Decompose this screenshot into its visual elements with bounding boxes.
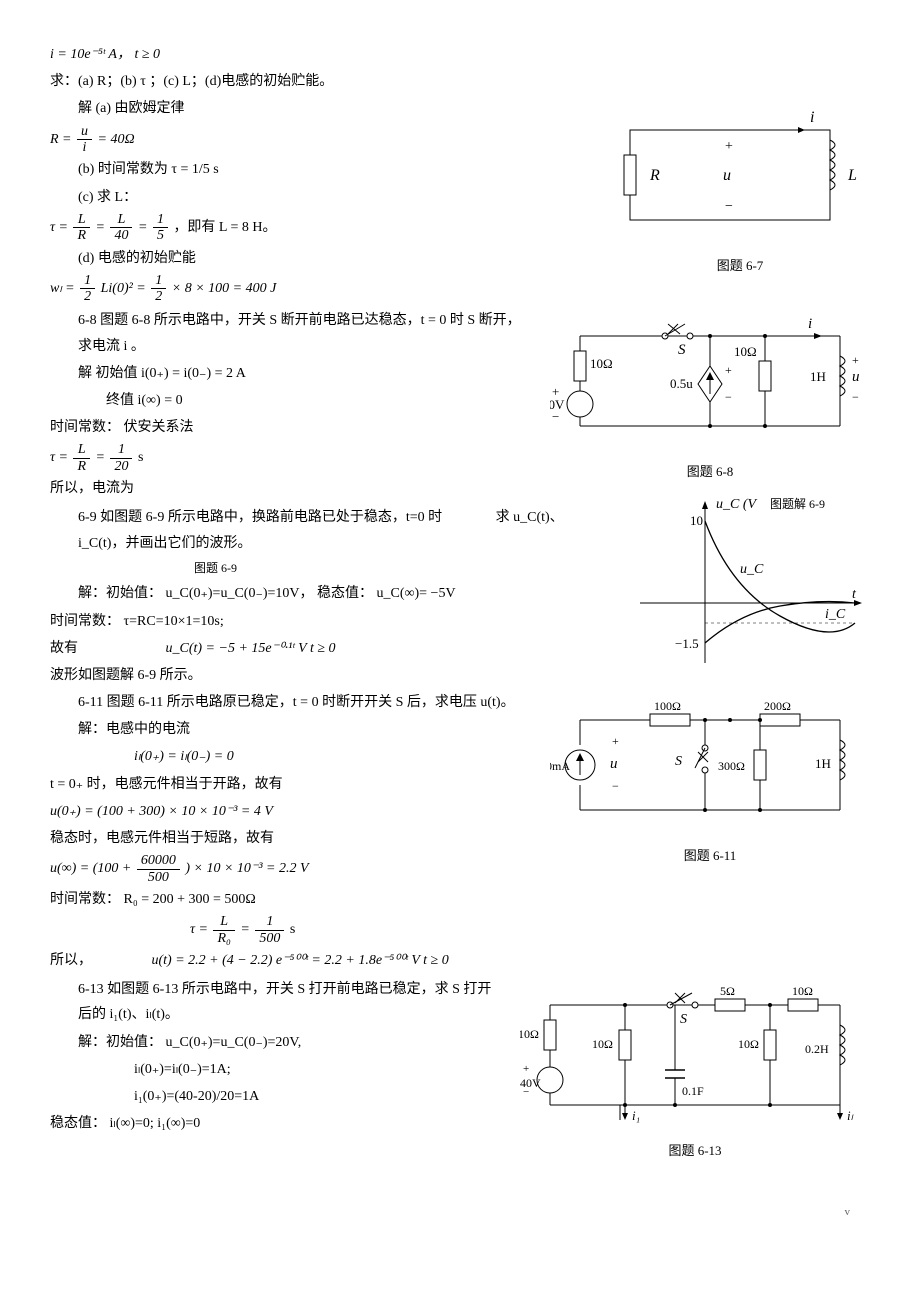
eqR-den: i xyxy=(77,140,92,155)
fig-6-13-caption: 图题 6-13 xyxy=(520,1139,870,1162)
e68-n: L xyxy=(73,442,90,458)
sol-611-1: t = 0₊ 时，电感元件相当于开路，故有 xyxy=(50,772,870,797)
et11-n: L xyxy=(213,914,234,930)
sol-67b: (b) 时间常数为 τ = 1/5 s xyxy=(50,157,870,182)
w2n: 1 xyxy=(151,273,166,289)
w1d: 2 xyxy=(80,289,95,304)
eqTau-eq2: = xyxy=(138,220,147,235)
sol-611-0: 解：电感中的电流 xyxy=(50,717,870,742)
eq-W: wₗ = 12 Li(0)² = 12 × 8 × 100 = 400 J xyxy=(50,273,870,305)
sol-69-3: 故有 u_C(t) = −5 + 15e⁻⁰·¹ᵗ V t ≥ 0 xyxy=(50,636,870,661)
sol-611-4: 所以， u(t) = 2.2 + (4 − 2.2) e⁻⁵⁰⁰ᵗ = 2.2 … xyxy=(50,948,870,973)
uinf-lhs: u(∞) = (100 + xyxy=(50,861,131,876)
title-611: 6-11 图题 6-11 所示电路原已稳定，t = 0 时断开开关 S 后，求电… xyxy=(50,690,870,715)
uinf-rhs: ) × 10 × 10⁻³ = 2.2 V xyxy=(185,861,308,876)
sol-613-2: i₁(0₊)=(40-20)/20=1A xyxy=(50,1084,870,1109)
s6114l: 所以， xyxy=(50,953,92,968)
et11-eq: = xyxy=(240,922,249,937)
ask-67: 求：(a) R；(b) τ ；(c) L；(d)电感的初始贮能。 xyxy=(50,69,870,94)
s691a: 解：初始值： u_C(0₊)=u_C(0₋)=10V， 稳态值： xyxy=(78,586,373,601)
eq-611-il: iₗ(0₊) = iₗ(0₋) = 0 xyxy=(50,744,870,769)
eq-68-tau: τ = LR = 120 s xyxy=(50,442,870,474)
eqR-rhs: = 40Ω xyxy=(98,132,135,147)
et11-d: R₀ xyxy=(213,931,234,946)
sol-611-3: 时间常数： R₀ = 200 + 300 = 500Ω xyxy=(50,887,870,912)
t1n: L xyxy=(73,212,90,228)
t3n: 1 xyxy=(153,212,168,228)
sol-69-2: 时间常数： τ=RC=10×1=10s; xyxy=(50,609,870,634)
eqTau-eq1: = xyxy=(96,220,105,235)
sol-69-4: 波形如图题解 6-9 所示。 xyxy=(50,663,870,688)
t1d: R xyxy=(73,228,90,243)
sol-69-1: 解：初始值： u_C(0₊)=u_C(0₋)=10V， 稳态值： u_C(∞)=… xyxy=(50,581,870,606)
et11-2d: 500 xyxy=(255,931,284,946)
et11-2n: 1 xyxy=(255,914,284,930)
e68-2n: 1 xyxy=(110,442,132,458)
eqTau-lhs: τ = xyxy=(50,220,68,235)
sol-68-2: 终值 i(∞) = 0 xyxy=(50,388,870,413)
title-613: 6-13 如图题 6-13 所示电路中，开关 S 打开前电路已稳定，求 S 打开… xyxy=(50,977,870,1027)
title-68: 6-8 图题 6-8 所示电路中，开关 S 断开前电路已达稳态，t = 0 时 … xyxy=(50,308,870,358)
title-69: 6-9 如图题 6-9 所示电路中，换路前电路已处于稳态，t=0 时 求 u_C… xyxy=(50,505,870,555)
eq-611-u0: u(0₊) = (100 + 300) × 10 × 10⁻³ = 4 V xyxy=(50,799,870,824)
w1n: 1 xyxy=(80,273,95,289)
eq-i: i = 10e⁻⁵ᵗ A， t ≥ 0 xyxy=(50,42,870,67)
eq-tau: τ = LR = L40 = 15 ，即有 L = 8 H。 xyxy=(50,212,870,244)
s693l: 故有 xyxy=(50,641,78,656)
page-footer: v xyxy=(50,1203,870,1223)
uinf-n: 60000 xyxy=(137,853,180,869)
sol-613-0: 解：初始值： u_C(0₊)=u_C(0₋)=20V, xyxy=(50,1030,870,1055)
sol-67c: (c) 求 L： xyxy=(50,185,870,210)
e68-eq: = xyxy=(96,451,105,466)
eqTau-rhs: ，即有 L = 8 H。 xyxy=(173,220,276,235)
eq-611-uinf: u(∞) = (100 + 60000500 ) × 10 × 10⁻³ = 2… xyxy=(50,853,870,885)
s691b: u_C(∞)= −5V xyxy=(377,586,456,601)
t2d: 40 xyxy=(110,228,132,243)
sol-611-2: 稳态时，电感元件相当于短路，故有 xyxy=(50,826,870,851)
e68-lhs: τ = xyxy=(50,451,68,466)
uinf-d: 500 xyxy=(137,870,180,885)
eq-R: R = ui = 40Ω xyxy=(50,124,870,156)
eqR-num: u xyxy=(77,124,92,140)
et11-lhs: τ = xyxy=(190,922,208,937)
e68-unit: s xyxy=(138,451,143,466)
eqR-lhs: R = xyxy=(50,132,72,147)
figcap-69: 图题 6-9 xyxy=(50,558,870,580)
sol-68-1: 解 初始值 i(0₊) = i(0₋) = 2 A xyxy=(50,361,870,386)
t3d: 5 xyxy=(153,228,168,243)
sol-613-1: iₗ(0₊)=iₗ(0₋)=1A; xyxy=(50,1057,870,1082)
t2n: L xyxy=(110,212,132,228)
s6114e: u(t) = 2.2 + (4 − 2.2) e⁻⁵⁰⁰ᵗ = 2.2 + 1.… xyxy=(152,953,449,968)
sol-68-4: 所以，电流为 xyxy=(50,476,870,501)
e68-d: R xyxy=(73,459,90,474)
t69a: 6-9 如图题 6-9 所示电路中，换路前电路已处于稳态，t=0 时 xyxy=(78,510,442,525)
eqW-lhs: wₗ = xyxy=(50,281,75,296)
sol-67d: (d) 电感的初始贮能 xyxy=(50,246,870,271)
eqW-mid: Li(0)² = xyxy=(101,281,146,296)
et11-unit: s xyxy=(290,922,295,937)
w2d: 2 xyxy=(151,289,166,304)
sol-67a: 解 (a) 由欧姆定律 xyxy=(50,96,870,121)
e68-2d: 20 xyxy=(110,459,132,474)
sol-68-3: 时间常数： 伏安关系法 xyxy=(50,415,870,440)
eq-611-tau: τ = LR₀ = 1500 s xyxy=(50,914,870,946)
s693e: u_C(t) = −5 + 15e⁻⁰·¹ᵗ V t ≥ 0 xyxy=(166,641,336,656)
sol-613-3: 稳态值： iₗ(∞)=0; i₁(∞)=0 xyxy=(50,1111,870,1136)
eqW-rhs: × 8 × 100 = 400 J xyxy=(172,281,277,296)
